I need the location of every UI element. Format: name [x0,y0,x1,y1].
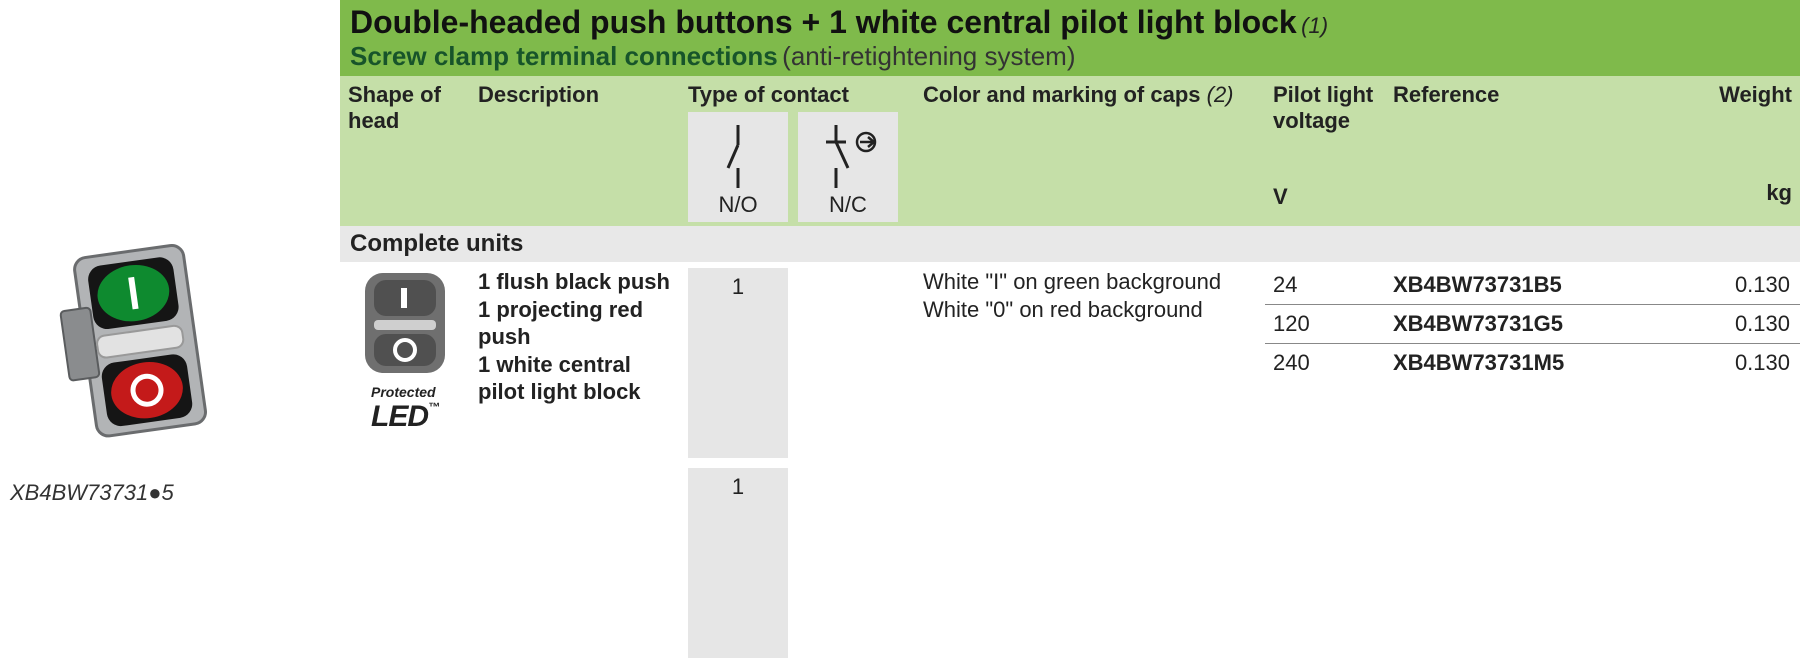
main-panel: Double-headed push buttons + 1 white cen… [340,0,1800,660]
header-reference: Reference [1385,76,1635,112]
header-reference-label: Reference [1393,82,1499,107]
photo-caption: XB4BW73731●5 [10,480,174,506]
section-header: Complete units [340,226,1800,262]
contact-nc-box: N/C [798,112,898,222]
header-color-note: (2) [1207,82,1234,107]
section-label: Complete units [350,230,523,257]
header-shape-label: Shape of head [348,82,441,133]
variant-weight: 0.130 [1635,311,1800,337]
header-weight-label: Weight [1643,82,1792,108]
subtitle-bold: Screw clamp terminal connections [350,41,778,71]
variant-weight: 0.130 [1635,350,1800,376]
variant-row: 120 XB4BW73731G5 0.130 [1265,304,1800,343]
table-header: Shape of head Description Type of contac… [340,76,1800,226]
contact-no-icon [708,120,768,190]
cell-shape: Protected LED™ [340,266,470,436]
header-weight: Weight kg [1635,76,1800,210]
header-contact-label: Type of contact [688,82,907,108]
shape-icon [360,268,450,378]
header-shape: Shape of head [340,76,470,138]
title-bar: Double-headed push buttons + 1 white cen… [340,0,1800,76]
title-main: Double-headed push buttons + 1 white cen… [350,4,1297,40]
led-badge-protected: Protected [371,384,436,400]
variant-voltage: 240 [1265,350,1385,376]
cell-variants: 24 XB4BW73731B5 0.130 120 XB4BW73731G5 0… [1265,266,1800,382]
variant-row: 240 XB4BW73731M5 0.130 [1265,343,1800,382]
header-voltage: Pilot light voltage V [1265,76,1385,214]
header-color-label: Color and marking of caps [923,82,1201,107]
cell-no-qty: 1 [688,268,788,458]
header-weight-unit: kg [1643,180,1792,206]
table-row: Protected LED™ 1 flush black push 1 proj… [340,262,1800,660]
cell-nc-qty: 1 [688,468,788,658]
contact-no-box: N/O [688,112,788,222]
subtitle-plain: (anti-retightening system) [782,41,1075,71]
header-contact: Type of contact N/O [680,76,915,226]
contact-nc-icon [808,120,888,190]
left-panel: XB4BW73731●5 [0,0,340,534]
variant-row: 24 XB4BW73731B5 0.130 [1265,266,1800,304]
header-voltage-label: Pilot light voltage [1273,82,1377,134]
contact-no-label: N/O [718,192,757,218]
variant-voltage: 120 [1265,311,1385,337]
header-description: Description [470,76,680,112]
variant-reference: XB4BW73731G5 [1385,311,1635,337]
title-footnote-1: (1) [1301,13,1328,38]
variant-reference: XB4BW73731B5 [1385,272,1635,298]
cell-contact: 1 1 [680,266,915,660]
led-badge-tm: ™ [428,400,439,414]
contact-nc-label: N/C [829,192,867,218]
protected-led-badge: Protected LED™ [371,384,439,434]
variant-voltage: 24 [1265,272,1385,298]
variant-reference: XB4BW73731M5 [1385,350,1635,376]
led-badge-led: LED [371,400,428,433]
cell-description: 1 flush black push 1 projecting red push… [470,266,680,408]
cell-color-marking: White "I" on green background White "0" … [915,266,1265,325]
header-description-label: Description [478,82,599,107]
variant-weight: 0.130 [1635,272,1800,298]
header-voltage-unit: V [1273,184,1377,210]
product-photo [30,230,260,450]
header-color: Color and marking of caps (2) [915,76,1265,112]
